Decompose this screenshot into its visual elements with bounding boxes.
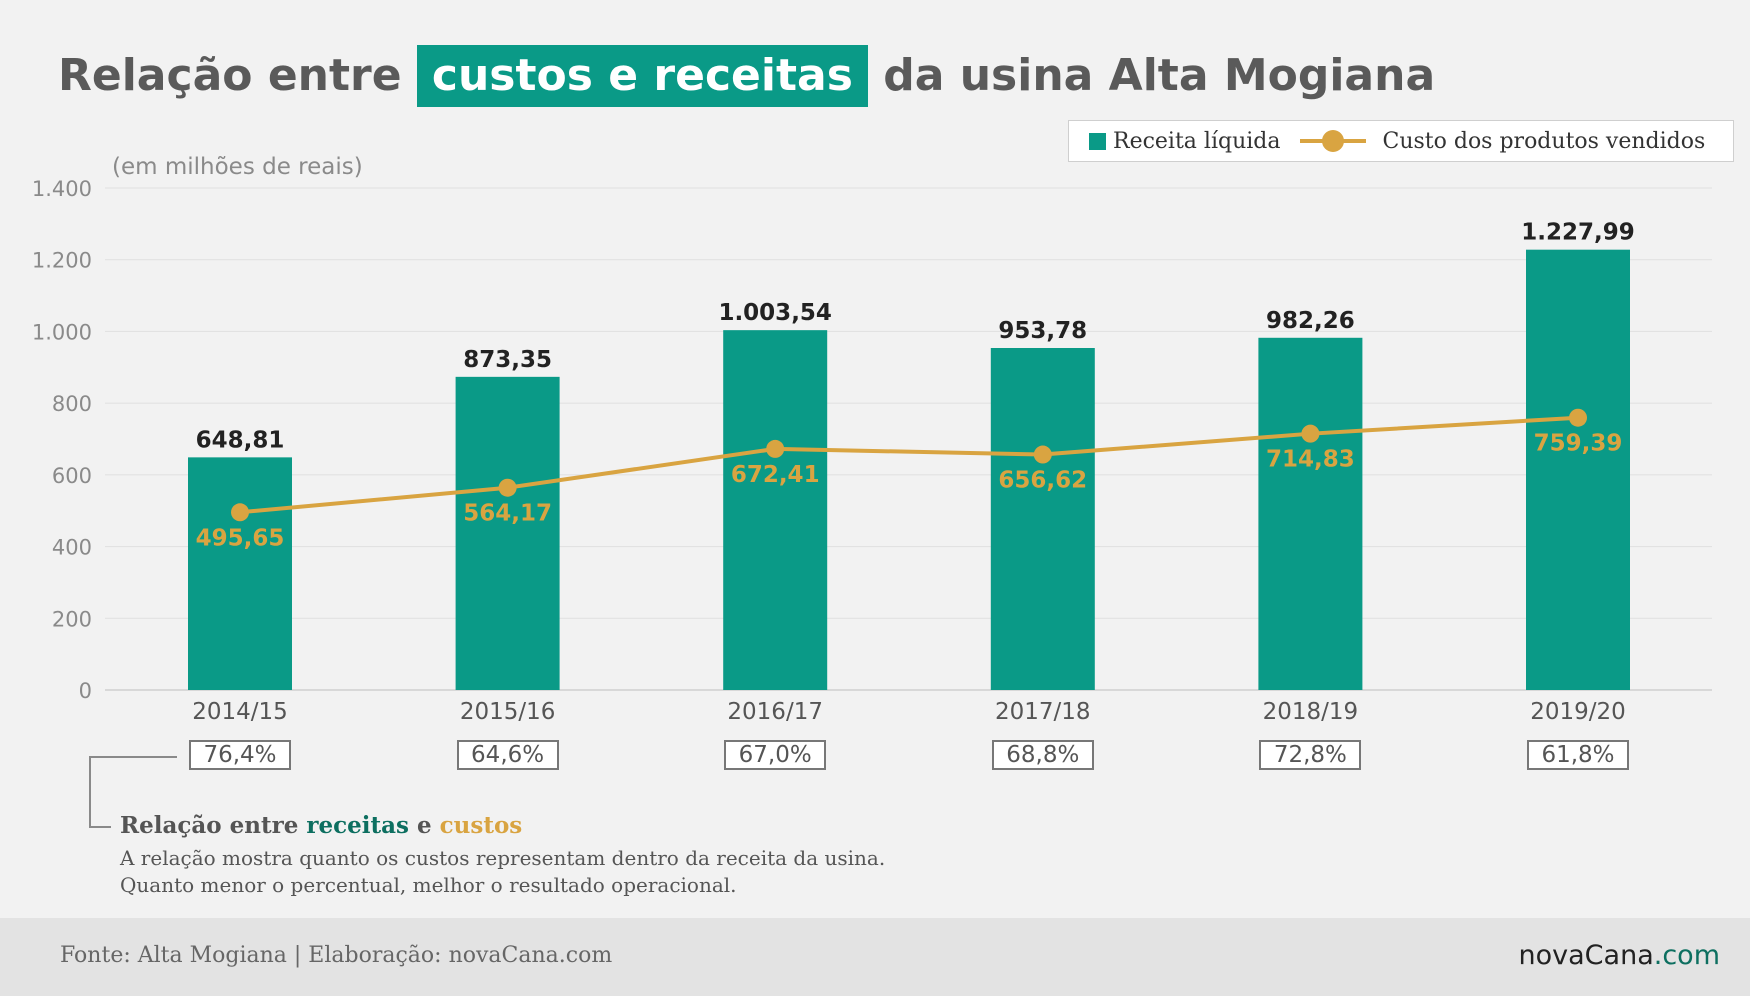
y-tick-label: 1.000 bbox=[32, 320, 92, 344]
x-tick-label: 2016/17 bbox=[727, 699, 823, 725]
cost-value-label: 672,41 bbox=[731, 462, 820, 488]
bar-value-label: 953,78 bbox=[998, 318, 1087, 344]
note-title-custos: custos bbox=[439, 812, 523, 839]
bar-value-labels: 648,81 873,35 1.003,54 953,78 982,26 1.227,99 bbox=[196, 220, 1635, 454]
x-tick-label: 2019/20 bbox=[1530, 699, 1626, 725]
bar bbox=[990, 348, 1095, 690]
ratio-box: 72,8% bbox=[1259, 740, 1362, 770]
y-tick-label: 800 bbox=[52, 392, 92, 416]
cost-points bbox=[231, 408, 1587, 522]
bar bbox=[1526, 249, 1630, 691]
y-tick-label: 1.400 bbox=[32, 177, 92, 201]
cost-value-label: 564,17 bbox=[463, 501, 552, 527]
x-tick-label: 2017/18 bbox=[995, 699, 1091, 725]
bar bbox=[188, 457, 292, 690]
legend-bar-label: Receita líquida bbox=[1113, 128, 1281, 154]
cost-point bbox=[1301, 424, 1320, 443]
note-line-1: A relação mostra quanto os custos repres… bbox=[120, 846, 886, 870]
unit-note: (em milhões de reais) bbox=[112, 154, 363, 180]
footer: Fonte: Alta Mogiana | Elaboração: novaCa… bbox=[0, 918, 1750, 996]
brand-logo: novaCana.com bbox=[1519, 940, 1720, 971]
cost-value-label: 714,83 bbox=[1266, 447, 1355, 473]
title-highlight: custos e receitas bbox=[416, 45, 868, 107]
cost-value-labels: 495,65 564,17 672,41 656,62 714,83 759,39 bbox=[196, 431, 1623, 552]
cost-point bbox=[1033, 445, 1052, 464]
legend-line-marker bbox=[1300, 130, 1367, 152]
chart-title: Relação entre custos e receitas da usina… bbox=[58, 44, 1435, 108]
ratio-box: 76,4% bbox=[189, 740, 291, 770]
title-before: Relação entre bbox=[58, 50, 402, 101]
cost-value-label: 759,39 bbox=[1534, 431, 1623, 457]
grid-lines bbox=[105, 187, 1712, 691]
note-title-receitas: receitas bbox=[306, 812, 409, 839]
x-tick-labels: 2014/15 2015/16 2016/17 2017/18 2018/19 2019/… bbox=[192, 699, 1626, 725]
y-tick-label: 1.200 bbox=[32, 249, 92, 273]
cost-value-label: 656,62 bbox=[998, 468, 1087, 494]
bar-value-label: 1.003,54 bbox=[718, 300, 832, 326]
bar-value-label: 648,81 bbox=[196, 427, 285, 453]
y-tick-label: 200 bbox=[52, 607, 92, 631]
cost-value-label: 495,65 bbox=[196, 525, 285, 551]
legend: Receita líquida Custo dos produtos vendi… bbox=[1068, 120, 1734, 162]
brand-main: novaCana bbox=[1518, 940, 1654, 971]
note-title-e: e bbox=[417, 812, 432, 839]
ratio-box: 68,8% bbox=[991, 740, 1094, 770]
bar-value-label: 1.227,99 bbox=[1521, 220, 1635, 246]
title-after: da usina Alta Mogiana bbox=[883, 50, 1436, 101]
cost-line-path bbox=[239, 415, 1579, 515]
cost-point bbox=[498, 478, 517, 497]
ratio-connector bbox=[89, 756, 177, 827]
bar bbox=[455, 376, 560, 690]
ratio-box: 64,6% bbox=[456, 740, 559, 770]
cost-point bbox=[766, 439, 785, 458]
bars bbox=[188, 249, 1630, 691]
note-line-2: Quanto menor o percentual, melhor o resu… bbox=[120, 873, 737, 897]
y-tick-label: 600 bbox=[52, 464, 92, 488]
cost-line bbox=[239, 415, 1579, 515]
ratio-box: 67,0% bbox=[724, 740, 827, 770]
x-tick-label: 2014/15 bbox=[192, 699, 288, 725]
cost-point bbox=[1569, 408, 1587, 427]
bar-value-label: 982,26 bbox=[1266, 308, 1355, 334]
chart-plot: 0 200 400 600 800 1.000 1.200 1.400 648,81 873,3… bbox=[32, 177, 1712, 725]
y-tick-labels: 0 200 400 600 800 1.000 1.200 1.400 bbox=[32, 177, 92, 703]
x-tick-label: 2015/16 bbox=[460, 699, 556, 725]
x-tick-label: 2018/19 bbox=[1263, 699, 1359, 725]
source-text: Fonte: Alta Mogiana | Elaboração: novaCa… bbox=[60, 943, 613, 968]
legend-bar-swatch bbox=[1089, 132, 1106, 150]
brand-suffix: .com bbox=[1653, 940, 1720, 971]
y-tick-label: 400 bbox=[52, 536, 92, 560]
note-title: Relação entre receitas e custos bbox=[120, 812, 522, 839]
legend-line-label: Custo dos produtos vendidos bbox=[1382, 128, 1706, 154]
ratio-connector-tail bbox=[89, 826, 111, 828]
cost-point bbox=[231, 503, 249, 522]
bar bbox=[723, 330, 828, 690]
bar bbox=[1258, 337, 1363, 690]
note-title-prefix: Relação entre bbox=[120, 812, 299, 839]
ratio-box: 61,8% bbox=[1527, 740, 1629, 770]
y-tick-label: 0 bbox=[79, 679, 92, 703]
bar-value-label: 873,35 bbox=[463, 347, 552, 373]
